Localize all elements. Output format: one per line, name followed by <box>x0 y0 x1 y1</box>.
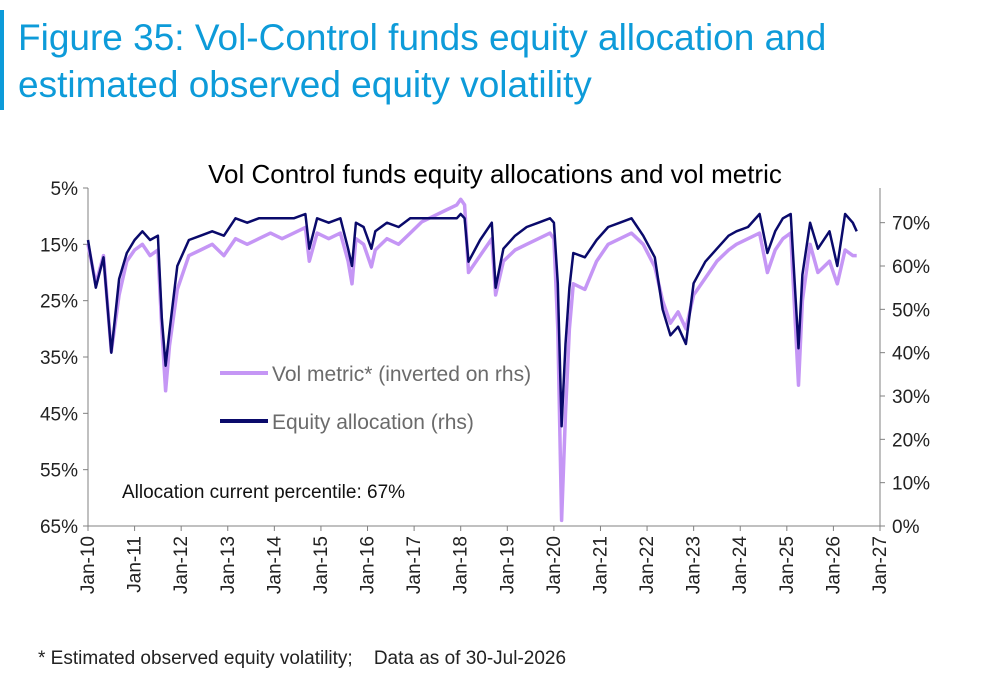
right-tick-label: 0% <box>892 517 920 538</box>
x-tick-label: Jan-22 <box>637 536 658 594</box>
left-tick-label: 5% <box>51 179 79 200</box>
x-tick-label: Jan-14 <box>264 536 285 595</box>
left-tick-label: 15% <box>40 235 78 256</box>
x-tick-label: Jan-19 <box>497 536 518 594</box>
x-tick-label: Jan-15 <box>311 536 332 594</box>
plot-area: 5% 15% 25% 35% 45% 55% 65% 0% 10% 20% 30% 40% 50% 60%… <box>40 179 930 594</box>
figure-accent-bar <box>0 10 4 110</box>
left-tick-label: 25% <box>40 292 78 313</box>
x-tick-label: Jan-12 <box>171 536 192 594</box>
x-tick-label: Jan-25 <box>777 536 798 594</box>
right-tick-label: 70% <box>892 214 930 235</box>
right-tick-label: 10% <box>892 474 930 495</box>
footnote: * Estimated observed equity volatility; … <box>38 648 567 669</box>
left-tick-label: 65% <box>40 517 78 538</box>
series-line-vol-metric <box>86 197 857 523</box>
legend-label-equity-allocation: Equity allocation (rhs) <box>272 411 474 434</box>
legend: Vol metric* (inverted on rhs) Equity all… <box>220 363 531 434</box>
x-tick-label: Jan-26 <box>823 536 844 594</box>
x-tick-label: Jan-21 <box>590 536 611 594</box>
legend-label-vol-metric: Vol metric* (inverted on rhs) <box>272 363 531 386</box>
left-tick-label: 45% <box>40 404 78 425</box>
right-tick-label: 30% <box>892 387 930 408</box>
series-line-equity-allocation <box>86 212 858 428</box>
left-tick-label: 55% <box>40 461 78 482</box>
x-tick-label: Jan-11 <box>125 536 146 593</box>
x-tick-label: Jan-10 <box>78 536 99 594</box>
x-tick-label: Jan-17 <box>404 536 425 594</box>
x-tick-label: Jan-27 <box>870 536 891 594</box>
right-tick-label: 40% <box>892 344 930 365</box>
x-tick-label: Jan-24 <box>730 536 751 595</box>
right-tick-label: 60% <box>892 257 930 278</box>
right-tick-label: 20% <box>892 430 930 451</box>
x-tick-label: Jan-18 <box>451 536 472 594</box>
right-tick-label: 50% <box>892 300 930 321</box>
x-tick-label: Jan-13 <box>218 536 239 594</box>
chart-annotation: Allocation current percentile: 67% <box>122 482 405 503</box>
x-tick-label: Jan-20 <box>544 536 565 594</box>
x-tick-label: Jan-16 <box>358 536 379 594</box>
chart-title: Vol Control funds equity allocations and… <box>208 159 782 189</box>
left-tick-label: 35% <box>40 348 78 369</box>
x-tick-label: Jan-23 <box>684 536 705 594</box>
figure-title: Figure 35: Vol-Control funds equity allo… <box>18 17 827 105</box>
